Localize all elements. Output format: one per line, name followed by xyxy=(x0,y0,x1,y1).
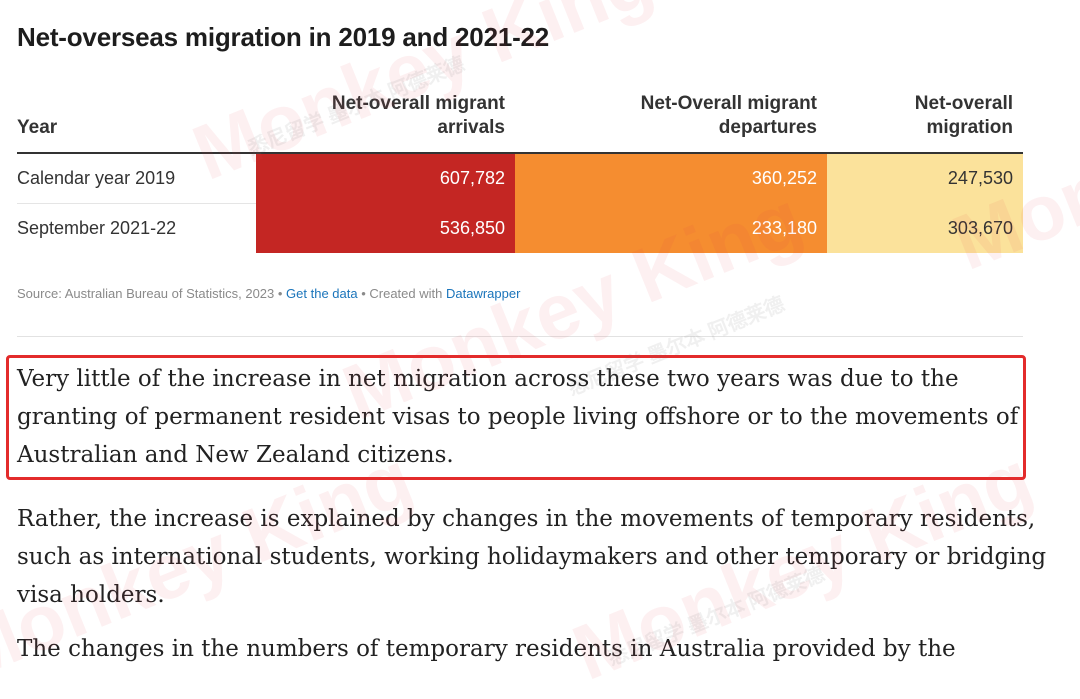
cell-net: 303,670 xyxy=(827,203,1023,253)
table-row: Calendar year 2019 607,782 360,252 247,5… xyxy=(17,153,1023,204)
source-line: Source: Australian Bureau of Statistics,… xyxy=(17,286,520,301)
cell-arrivals: 607,782 xyxy=(256,153,515,204)
highlight-box xyxy=(6,355,1026,480)
paragraph-highlighted: Very little of the increase in net migra… xyxy=(17,366,1019,468)
header-departures-line1: Net-Overall migrant xyxy=(640,93,817,114)
paragraph: The changes in the numbers of temporary … xyxy=(17,636,956,662)
header-arrivals-line1: Net-overall migrant xyxy=(331,93,505,114)
get-the-data-link[interactable]: Get the data xyxy=(286,286,358,301)
migration-table: Year Net-overall migrant arrivals Net-Ov… xyxy=(17,92,1023,253)
chart-title: Net-overseas migration in 2019 and 2021-… xyxy=(17,22,550,52)
source-prefix: Source: Australian Bureau of Statistics,… xyxy=(17,286,287,301)
cell-net: 247,530 xyxy=(827,153,1023,204)
table-row: September 2021-22 536,850 233,180 303,67… xyxy=(17,203,1023,253)
datawrapper-link[interactable]: Datawrapper xyxy=(445,286,521,301)
header-departures-line2: departures xyxy=(718,117,817,138)
header-arrivals-line2: arrivals xyxy=(437,117,505,138)
cell-departures: 233,180 xyxy=(515,203,827,253)
cell-departures: 360,252 xyxy=(515,153,827,204)
cell-arrivals: 536,850 xyxy=(256,203,515,253)
header-arrivals: Net-overall migrant arrivals xyxy=(256,92,515,154)
row-year-label: September 2021-22 xyxy=(17,218,177,238)
table-header-row: Year Net-overall migrant arrivals Net-Ov… xyxy=(17,92,1023,154)
created-with-text: • Created with xyxy=(357,286,446,301)
header-departures: Net-Overall migrant departures xyxy=(515,92,827,154)
paragraph: Rather, the increase is explained by cha… xyxy=(17,506,1047,608)
row-year-label: Calendar year 2019 xyxy=(17,153,256,204)
section-divider xyxy=(17,336,1023,337)
header-net: Net-overall migration xyxy=(827,92,1023,154)
header-year: Year xyxy=(17,92,256,154)
